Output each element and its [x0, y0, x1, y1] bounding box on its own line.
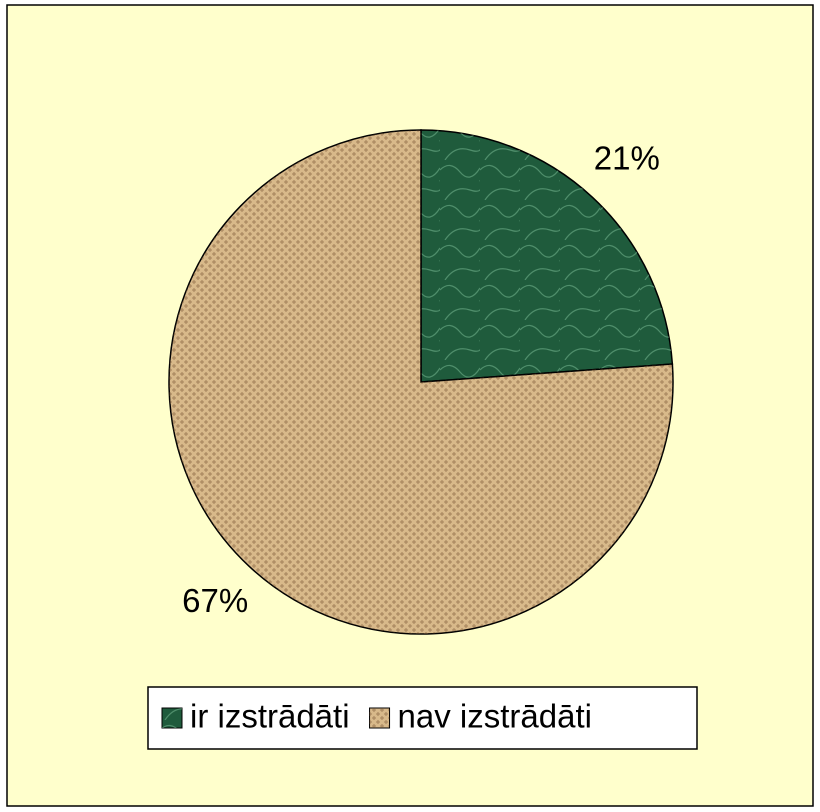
legend-label: nav izstrādāti — [398, 698, 592, 735]
legend-swatch-texture — [369, 708, 390, 728]
data-label: 67% — [182, 582, 248, 619]
legend-swatch-texture — [162, 708, 182, 728]
legend-items: ir izstrādāti nav izstrādāti — [161, 698, 592, 735]
data-label: 21% — [594, 140, 660, 177]
legend — [147, 686, 698, 750]
legend-label: ir izstrādāti — [190, 698, 350, 735]
pie: 21% 67% — [168, 129, 674, 635]
